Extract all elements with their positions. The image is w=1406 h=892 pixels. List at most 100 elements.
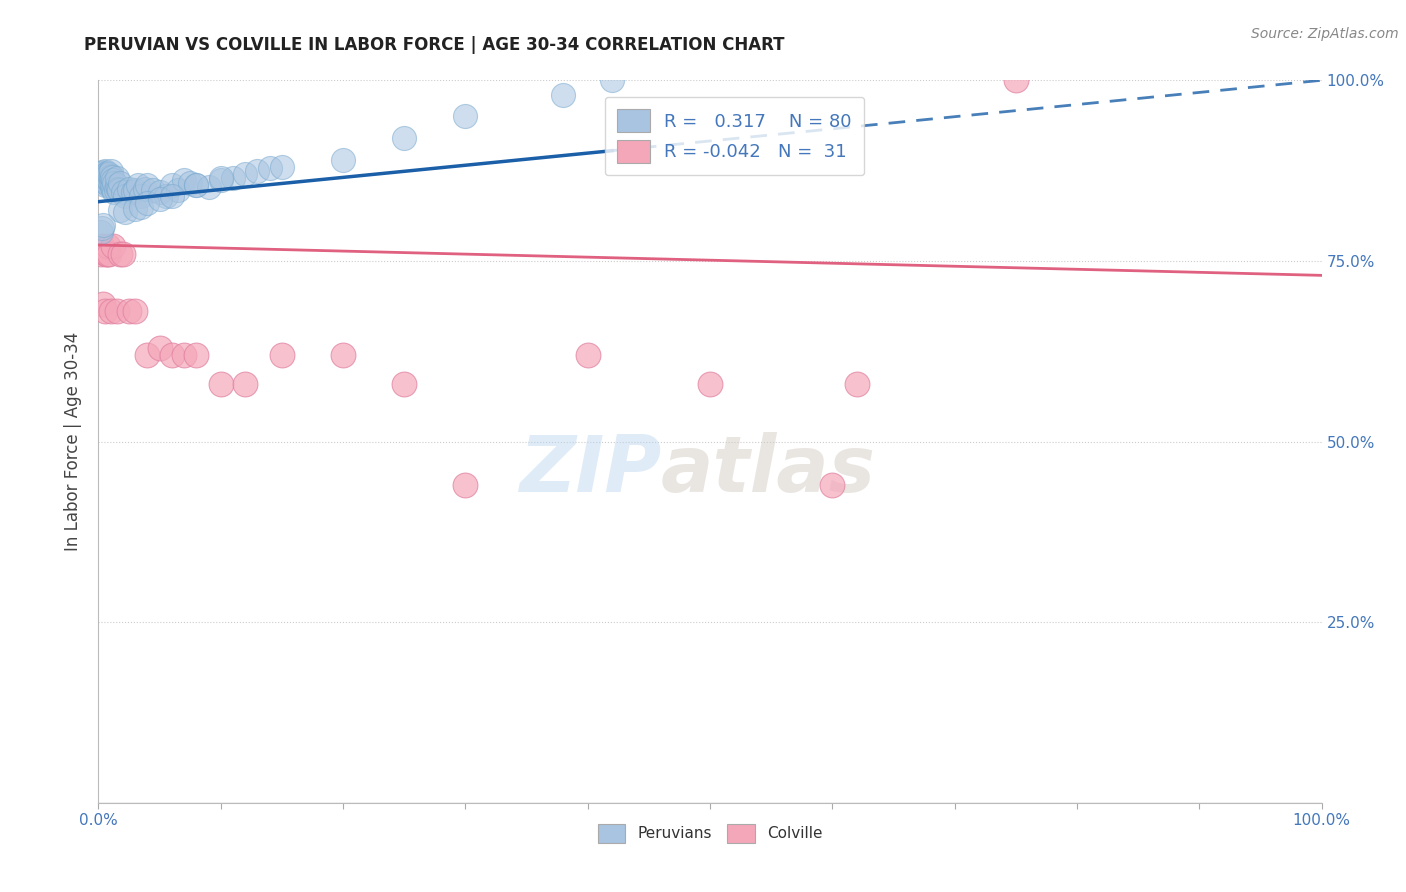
Point (90, 225, 112, 239)
Point (90, 167, 112, 181)
Point (103, 176, 125, 190)
Point (101, 182, 124, 196)
Point (129, 189, 152, 203)
Point (149, 341, 172, 355)
Point (270, 160, 294, 174)
Point (149, 186, 172, 200)
Point (179, 176, 201, 190)
Point (91, 166, 114, 180)
Point (332, 348, 354, 362)
Point (124, 304, 146, 318)
Point (107, 182, 129, 196)
Point (96, 170, 118, 185)
Text: atlas: atlas (661, 433, 876, 508)
Point (149, 193, 172, 207)
Point (100, 163, 122, 178)
Point (197, 180, 219, 194)
Point (600, 73, 623, 87)
Point (97, 178, 120, 192)
Point (97, 173, 120, 187)
Point (91, 174, 114, 188)
Point (222, 170, 245, 185)
Point (96, 176, 118, 190)
Point (91, 169, 114, 183)
Point (101, 170, 124, 185)
Point (392, 376, 416, 391)
Point (94, 246, 117, 260)
Point (105, 178, 128, 192)
Point (821, 478, 844, 492)
Point (97, 239, 120, 253)
Point (100, 174, 122, 188)
Point (100, 169, 122, 183)
Point (186, 178, 208, 192)
Point (93, 178, 115, 192)
Point (89, 167, 111, 181)
Point (454, 478, 477, 492)
Point (91, 239, 114, 253)
Point (93, 304, 115, 318)
Point (160, 189, 183, 203)
Point (93, 174, 115, 188)
Point (110, 176, 132, 190)
Point (91, 218, 114, 232)
Point (136, 196, 159, 211)
Point (94, 170, 117, 185)
Text: PERUVIAN VS COLVILLE IN LABOR FORCE | AGE 30-34 CORRELATION CHART: PERUVIAN VS COLVILLE IN LABOR FORCE | AG… (84, 36, 785, 54)
Point (209, 170, 232, 185)
Point (108, 183, 131, 197)
Point (124, 183, 146, 197)
Point (186, 348, 208, 362)
Point (104, 183, 127, 197)
Point (101, 180, 124, 194)
Point (1004, 73, 1026, 87)
Point (576, 348, 599, 362)
Point (160, 348, 183, 362)
Point (246, 163, 269, 178)
Point (233, 376, 256, 391)
Point (93, 163, 115, 178)
Text: ZIP: ZIP (519, 433, 661, 508)
Point (97, 167, 120, 181)
Point (96, 246, 118, 260)
Point (101, 173, 124, 187)
Point (142, 183, 165, 197)
Point (98, 167, 121, 181)
Point (134, 182, 156, 196)
Point (98, 246, 121, 260)
Point (118, 304, 141, 318)
Point (94, 167, 117, 181)
Text: Source: ZipAtlas.com: Source: ZipAtlas.com (1251, 27, 1399, 41)
Point (91, 221, 114, 235)
Point (136, 178, 159, 192)
Point (209, 173, 232, 187)
Point (90, 166, 112, 180)
Point (91, 297, 114, 311)
Point (270, 348, 294, 362)
Point (114, 204, 136, 219)
Point (173, 173, 195, 187)
Point (91, 170, 114, 185)
Point (392, 131, 416, 145)
Point (160, 178, 183, 192)
Point (110, 203, 132, 218)
Point (100, 304, 122, 318)
Point (136, 348, 159, 362)
Point (121, 186, 143, 200)
Point (209, 376, 232, 391)
Point (699, 376, 721, 391)
Point (111, 246, 134, 260)
Point (105, 170, 128, 185)
Point (103, 186, 125, 200)
Point (167, 183, 190, 197)
Point (155, 189, 177, 203)
Point (124, 202, 146, 216)
Point (98, 173, 121, 187)
Point (94, 173, 117, 187)
Point (129, 200, 152, 214)
Point (259, 161, 281, 176)
Point (96, 166, 118, 180)
Point (332, 153, 354, 167)
Point (845, 376, 868, 391)
Point (93, 169, 115, 183)
